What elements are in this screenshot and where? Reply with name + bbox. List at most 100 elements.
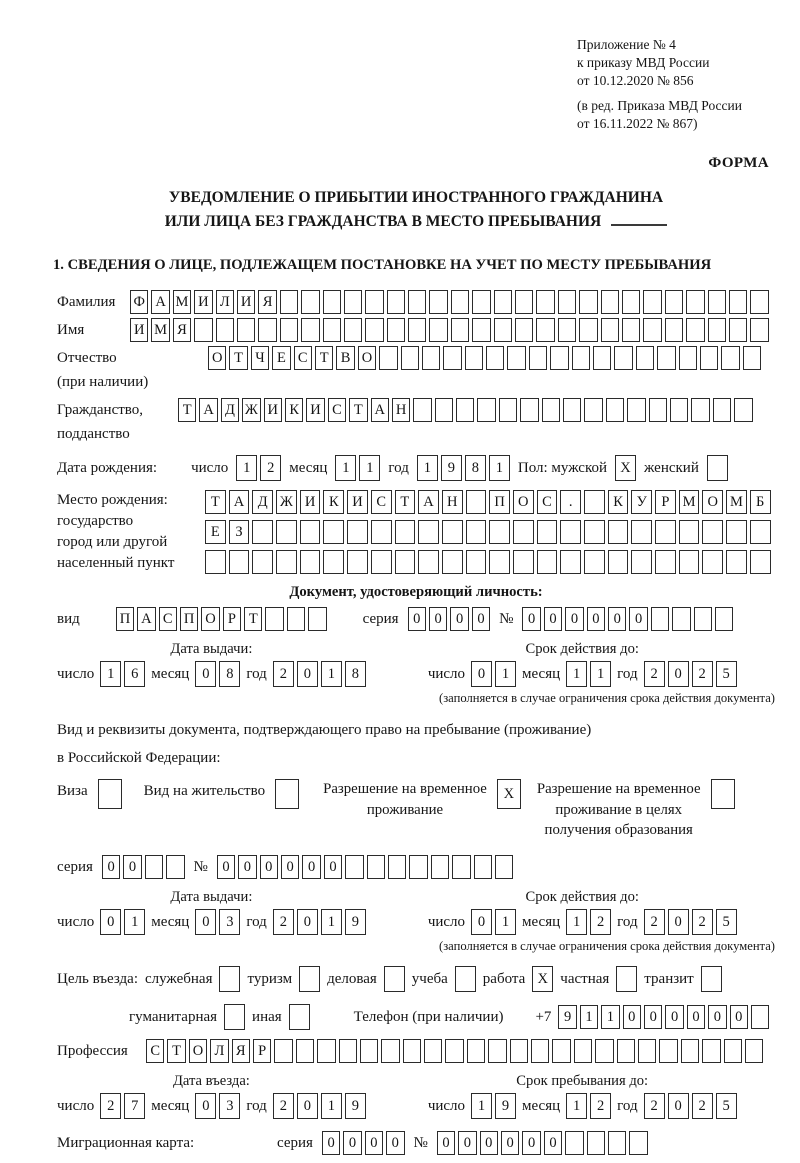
char-cell[interactable]: 0 [364, 1131, 384, 1155]
char-cell[interactable] [631, 549, 653, 574]
char-cell[interactable]: 8 [219, 660, 241, 687]
char-cell[interactable] [643, 317, 662, 342]
char-cell[interactable] [343, 317, 363, 342]
char-cell[interactable] [299, 966, 321, 992]
char-cell[interactable] [550, 345, 569, 370]
char-cell[interactable] [394, 519, 416, 544]
char-cell[interactable]: З [228, 519, 250, 544]
char-cell[interactable]: Т [229, 345, 248, 370]
char-cell[interactable]: Р [655, 489, 676, 514]
char-cell[interactable]: А [228, 489, 250, 514]
char-cell[interactable]: X [615, 454, 637, 481]
char-cell[interactable]: 1 [566, 660, 588, 687]
char-cell[interactable]: П [115, 606, 135, 631]
char-cell[interactable]: Е [272, 345, 291, 370]
char-cell[interactable] [489, 549, 510, 574]
char-cell[interactable] [409, 855, 428, 879]
char-cell[interactable] [465, 549, 487, 574]
char-cell[interactable] [728, 317, 748, 342]
char-cell[interactable]: 0 [522, 1131, 541, 1155]
char-cell[interactable] [726, 549, 747, 574]
char-cell[interactable]: 1 [124, 909, 146, 935]
char-cell[interactable] [424, 1039, 443, 1063]
char-cell[interactable] [648, 397, 667, 422]
char-cell[interactable] [552, 1039, 571, 1063]
char-cell[interactable]: 0 [195, 909, 217, 935]
char-cell[interactable] [224, 1004, 246, 1030]
char-cell[interactable] [301, 289, 320, 314]
char-cell[interactable] [434, 397, 454, 422]
char-cell[interactable] [323, 519, 345, 544]
char-cell[interactable]: 1 [236, 454, 258, 481]
char-cell[interactable] [265, 606, 284, 631]
purpose-study-checkbox[interactable] [454, 966, 476, 992]
char-cell[interactable] [659, 1039, 678, 1063]
char-cell[interactable]: 0 [407, 606, 426, 631]
char-cell[interactable]: 0 [471, 909, 493, 935]
char-cell[interactable]: О [208, 345, 227, 370]
char-cell[interactable]: 2 [691, 1093, 713, 1119]
char-cell[interactable]: Ж [242, 397, 261, 422]
char-cell[interactable] [288, 1004, 310, 1030]
char-cell[interactable]: Ч [250, 345, 270, 370]
char-cell[interactable] [721, 345, 740, 370]
char-cell[interactable] [498, 397, 518, 422]
char-cell[interactable] [586, 1131, 605, 1155]
char-cell[interactable]: 0 [123, 855, 142, 879]
char-cell[interactable] [749, 519, 771, 544]
char-cell[interactable]: М [678, 489, 700, 514]
char-cell[interactable] [166, 855, 185, 879]
char-cell[interactable]: Т [178, 397, 197, 422]
char-cell[interactable] [400, 345, 419, 370]
char-cell[interactable] [413, 397, 432, 422]
purpose-business-checkbox[interactable] [383, 966, 405, 992]
char-cell[interactable]: 9 [495, 1093, 517, 1119]
char-cell[interactable]: Т [349, 397, 368, 422]
char-cell[interactable]: 0 [302, 855, 321, 879]
char-cell[interactable]: Я [231, 1039, 250, 1063]
char-cell[interactable] [614, 345, 633, 370]
char-cell[interactable] [394, 549, 416, 574]
purpose-work-checkbox[interactable]: X [532, 966, 554, 992]
char-cell[interactable]: 2 [691, 909, 713, 935]
char-cell[interactable] [489, 519, 510, 544]
char-cell[interactable]: 1 [579, 1005, 599, 1029]
char-cell[interactable]: И [263, 397, 282, 422]
char-cell[interactable] [595, 1039, 614, 1063]
char-cell[interactable]: 0 [323, 855, 343, 879]
char-cell[interactable]: 0 [622, 1005, 641, 1029]
char-cell[interactable] [365, 289, 384, 314]
purpose-tourism-checkbox[interactable] [299, 966, 321, 992]
char-cell[interactable] [631, 519, 653, 544]
char-cell[interactable] [728, 289, 748, 314]
char-cell[interactable]: 2 [260, 454, 282, 481]
char-cell[interactable]: 0 [522, 606, 541, 631]
char-cell[interactable]: 1 [359, 454, 381, 481]
char-cell[interactable]: 0 [565, 606, 584, 631]
char-cell[interactable] [274, 1039, 293, 1063]
char-cell[interactable] [637, 1039, 657, 1063]
char-cell[interactable]: И [299, 489, 321, 514]
char-cell[interactable] [465, 489, 487, 514]
char-cell[interactable]: 0 [644, 1005, 663, 1029]
char-cell[interactable]: 0 [259, 855, 278, 879]
char-cell[interactable] [536, 519, 558, 544]
char-cell[interactable] [700, 966, 722, 992]
char-cell[interactable]: К [607, 489, 629, 514]
char-cell[interactable] [386, 289, 406, 314]
char-cell[interactable] [579, 289, 598, 314]
char-cell[interactable]: Д [252, 489, 274, 514]
char-cell[interactable]: 2 [100, 1093, 122, 1119]
char-cell[interactable] [655, 519, 676, 544]
char-cell[interactable]: К [284, 397, 304, 422]
